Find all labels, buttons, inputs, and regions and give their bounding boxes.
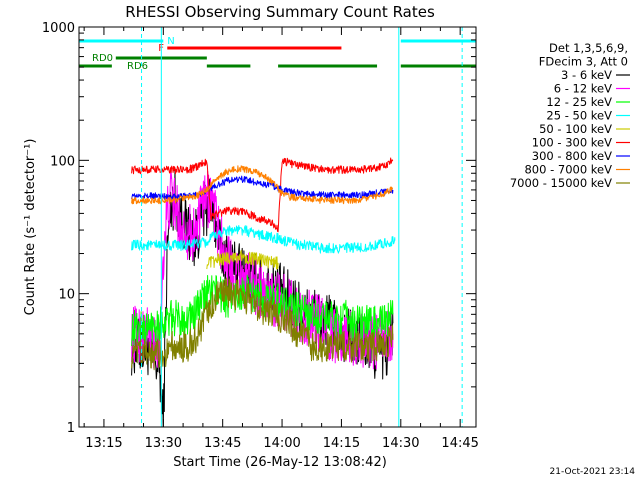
x-tick-label: 14:45 <box>441 436 478 451</box>
legend-entry: 50 - 100 keV <box>539 122 612 136</box>
y-axis-label: Count Rate (s⁻¹ detector⁻¹) <box>23 139 38 316</box>
x-axis-label: Start Time (26-May-12 13:08:42) <box>173 455 387 470</box>
legend-header: Det 1,3,5,6,9, <box>549 41 628 55</box>
x-tick-label: 14:30 <box>382 436 419 451</box>
legend-entry: 6 - 12 keV <box>554 82 612 96</box>
series-line <box>131 175 394 200</box>
observing-segments: NFRD0RD6 <box>79 36 476 72</box>
y-tick-label: 1000 <box>42 21 75 36</box>
legend-entry: 25 - 50 keV <box>546 109 612 123</box>
plot-frame <box>78 26 477 428</box>
legend-header: FDecim 3, Att 0 <box>539 55 628 69</box>
y-axis: 1 10 100 1000 <box>42 21 476 436</box>
x-tick-label: 14:15 <box>323 436 360 451</box>
legend-entry: 12 - 25 keV <box>546 95 612 109</box>
y-tick-label: 10 <box>58 288 75 303</box>
generation-timestamp: 21-Oct-2021 23:14 <box>550 467 636 477</box>
segment-label: N <box>167 36 174 47</box>
legend-entry: 300 - 800 keV <box>532 149 612 163</box>
x-tick-label: 13:30 <box>145 436 182 451</box>
legend-entry: 3 - 6 keV <box>561 68 612 82</box>
series-lines <box>131 157 396 427</box>
series-line <box>131 170 394 370</box>
x-axis: 13:15 13:30 13:45 14:00 14:15 14:30 14:45 <box>83 27 479 451</box>
x-tick-label: 14:00 <box>263 436 300 451</box>
segment-label: RD0 <box>92 53 113 64</box>
x-tick-label: 13:45 <box>204 436 241 451</box>
x-tick-label: 13:15 <box>85 436 122 451</box>
legend-entry: 100 - 300 keV <box>532 136 612 150</box>
series-line <box>131 169 394 427</box>
series-line <box>131 274 394 347</box>
chart-title: RHESSI Observing Summary Count Rates <box>125 3 435 21</box>
mode-lines <box>141 27 463 427</box>
legend-entry: 800 - 7000 keV <box>524 163 612 177</box>
legend: Det 1,3,5,6,9,FDecim 3, Att 03 - 6 keV6 … <box>510 41 630 190</box>
series-line <box>131 277 394 371</box>
y-tick-label: 1 <box>67 421 75 436</box>
y-tick-label: 100 <box>50 154 75 169</box>
segment-label: RD6 <box>127 61 148 72</box>
legend-entry: 7000 - 15000 keV <box>510 176 612 190</box>
series-line <box>206 249 279 270</box>
series-line <box>131 157 394 233</box>
series-line <box>131 225 396 254</box>
series-line <box>131 165 394 205</box>
